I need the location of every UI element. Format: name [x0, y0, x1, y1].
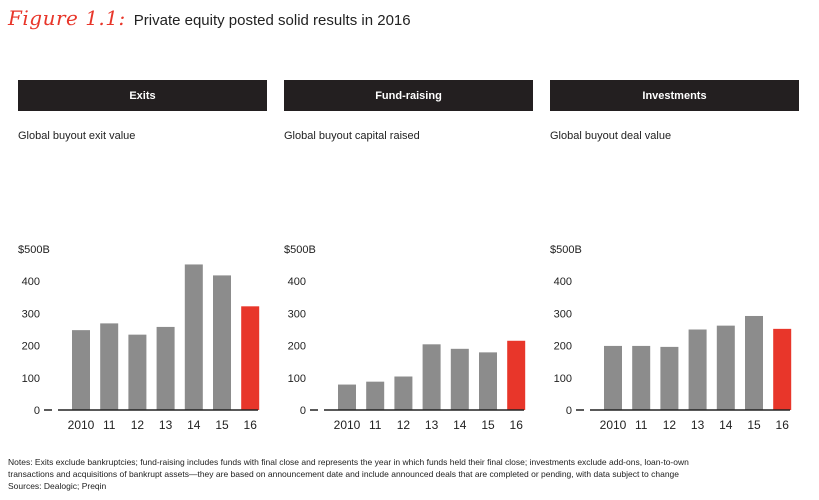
bar	[241, 306, 260, 410]
x-tick-label: 16	[776, 418, 790, 432]
figure-title: Figure 1.1: Private equity posted solid …	[8, 6, 411, 36]
x-tick-label: 12	[131, 418, 145, 432]
y-tick-label: 400	[288, 276, 306, 288]
y-tick-label: 100	[554, 373, 572, 385]
x-tick-label: 15	[747, 418, 761, 432]
panel-header: Fund-raising	[284, 80, 533, 111]
bar	[632, 345, 651, 410]
notes: Notes: Exits exclude bankruptcies; fund-…	[8, 456, 813, 492]
y-tick-label: 100	[22, 373, 40, 385]
sources-line: Sources: Dealogic; Preqin	[8, 481, 107, 491]
x-tick-label: 13	[425, 418, 439, 432]
x-tick-label: 14	[719, 418, 733, 432]
x-tick-label: 16	[510, 418, 524, 432]
chart-panel-investments: Investments Global buyout deal value 0 10…	[550, 80, 799, 435]
x-tick-label: 2010	[600, 418, 627, 432]
bar-chart-exits: 0 100 200 300 400 $500B 2010 11 12 13 14 15 16	[18, 244, 260, 432]
panel-header: Investments	[550, 80, 799, 111]
bar	[479, 352, 497, 410]
x-tick-label: 12	[397, 418, 411, 432]
x-tick-label: 13	[159, 418, 173, 432]
notes-line: transactions and acquisitions of bankrup…	[8, 469, 680, 479]
bar	[604, 345, 622, 410]
x-tick-label: 11	[635, 418, 648, 432]
x-tick-label: 15	[215, 418, 229, 432]
bar	[773, 328, 792, 410]
chart-title: Global buyout exit value	[18, 130, 136, 142]
y-tick-label: $500B	[18, 244, 50, 256]
bar	[422, 344, 441, 410]
x-tick-label: 14	[453, 418, 467, 432]
bar	[338, 384, 356, 410]
y-tick-label: 200	[22, 341, 40, 353]
bar-chart-investments: 0 100 200 300 400 $500B 2010 11 12 13 14 15 16	[550, 244, 792, 432]
bar	[72, 330, 90, 410]
y-tick-label: 0	[300, 405, 306, 417]
figure-label: Figure 1.1:	[8, 6, 126, 30]
y-tick-label: 200	[288, 341, 306, 353]
chart-title: Global buyout deal value	[550, 130, 672, 142]
y-tick-label: 300	[22, 308, 40, 320]
y-tick-label: 100	[288, 373, 306, 385]
bar	[156, 326, 175, 410]
y-tick-label: 0	[566, 405, 572, 417]
bar	[450, 348, 469, 410]
x-tick-label: 11	[369, 418, 382, 432]
bar	[688, 329, 707, 410]
x-tick-label: 2010	[68, 418, 95, 432]
x-tick-label: 13	[691, 418, 705, 432]
x-tick-label: 11	[103, 418, 116, 432]
y-tick-label: 200	[554, 341, 572, 353]
bar	[660, 346, 679, 410]
bar	[213, 275, 231, 410]
bar	[745, 315, 763, 410]
notes-line: Notes: Exits exclude bankruptcies; fund-…	[8, 457, 689, 467]
figure-heading: Private equity posted solid results in 2…	[133, 12, 411, 29]
y-tick-label: 300	[288, 308, 306, 320]
chart-title: Global buyout capital raised	[284, 130, 420, 142]
bar	[394, 376, 413, 410]
y-tick-label: 400	[554, 276, 572, 288]
bar	[128, 334, 147, 410]
bar	[507, 340, 526, 410]
x-tick-label: 15	[481, 418, 495, 432]
y-tick-label: $500B	[550, 244, 582, 256]
y-tick-label: 0	[34, 405, 40, 417]
x-tick-label: 12	[663, 418, 677, 432]
x-tick-label: 14	[187, 418, 201, 432]
y-tick-label: 400	[22, 276, 40, 288]
chart-panel-fund-raising: Fund-raising Global buyout capital raise…	[284, 80, 533, 435]
bar	[100, 323, 119, 410]
bar-chart-fund-raising: 0 100 200 300 400 $500B 2010 11 12 13 14 15 16	[284, 244, 526, 432]
chart-panel-exits: Exits Global buyout exit value 0 100 200 30…	[18, 80, 267, 435]
bar	[716, 325, 735, 410]
y-tick-label: 300	[554, 308, 572, 320]
panel-header: Exits	[18, 80, 267, 111]
x-tick-label: 16	[244, 418, 258, 432]
x-tick-label: 2010	[334, 418, 361, 432]
bar	[366, 381, 385, 410]
y-tick-label: $500B	[284, 244, 316, 256]
bar	[184, 264, 203, 410]
